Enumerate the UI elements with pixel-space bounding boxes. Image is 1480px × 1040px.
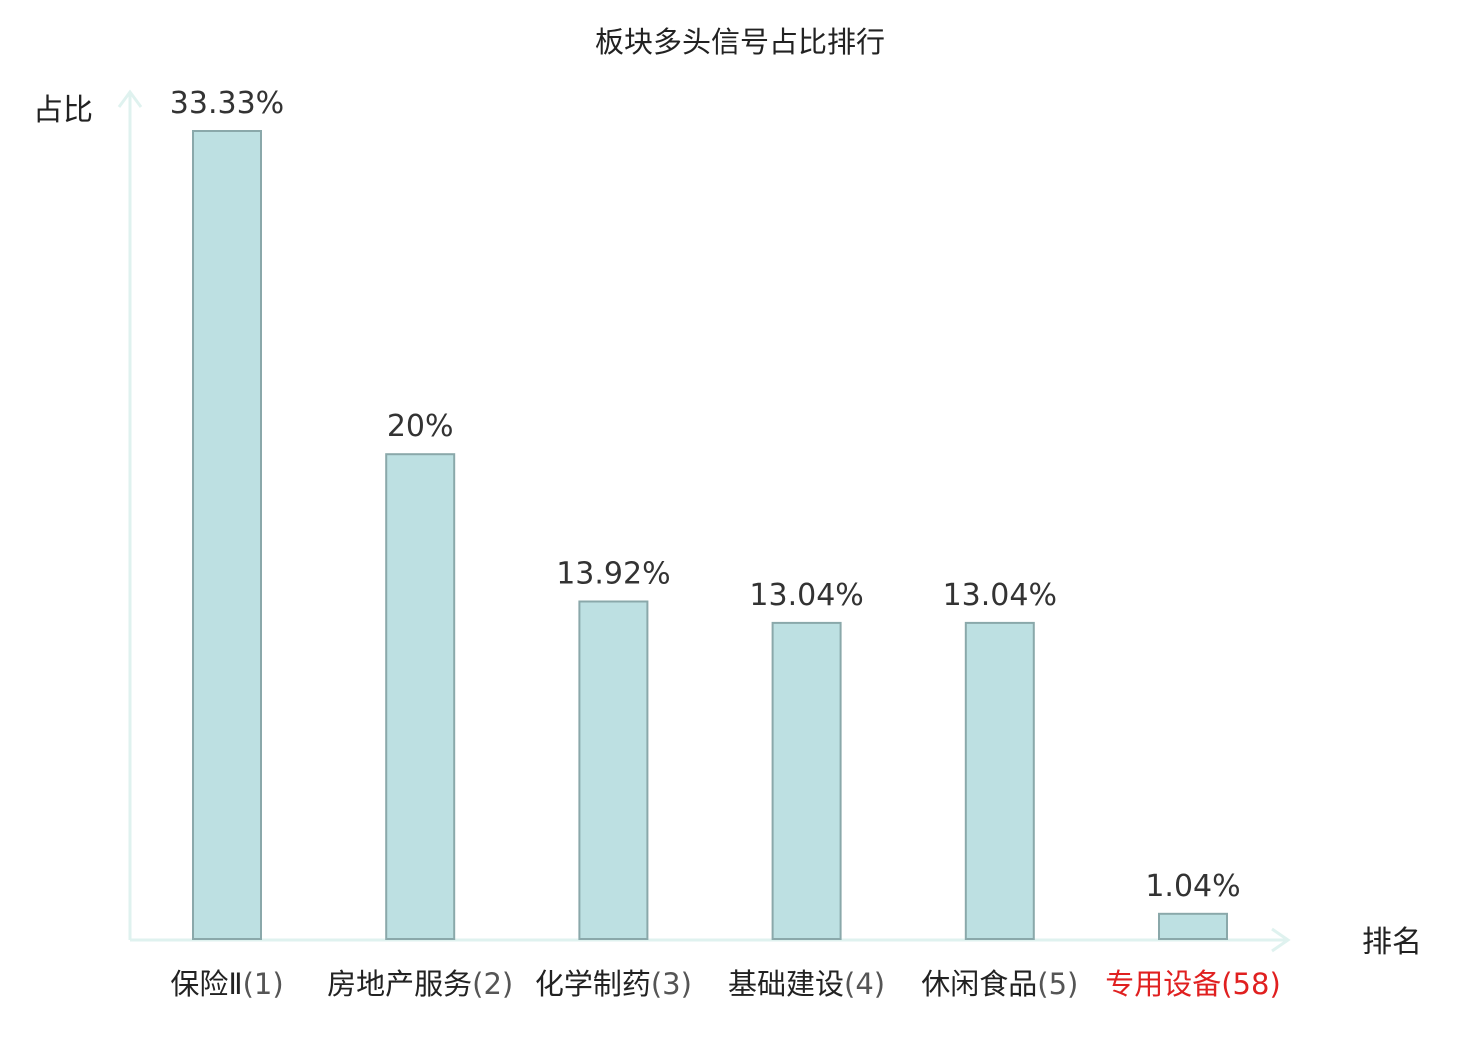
bars-group (192, 130, 1228, 941)
value-label-3: 13.92% (556, 557, 670, 592)
x-axis-label: 排名 (1362, 925, 1422, 960)
bar-6 (1158, 912, 1228, 940)
bar-3 (578, 600, 649, 940)
category-label-4: 基础建设(4) (728, 967, 885, 1001)
category-label-3: 化学制药(3) (535, 967, 692, 1001)
value-label-5: 13.04% (943, 578, 1057, 613)
value-label-4: 13.04% (749, 578, 863, 613)
value-label-1: 33.33% (170, 86, 284, 121)
category-label-6: 专用设备(58) (1105, 967, 1281, 1001)
bar-1 (192, 130, 262, 940)
y-axis (117, 89, 143, 940)
category-label-2: 房地产服务(2) (327, 967, 513, 1001)
y-axis-label: 占比 (33, 93, 93, 128)
category-labels-group: 保险Ⅱ(1) 房地产服务(2) 化学制药(3) 基础建设(4) 休闲食品(5) 专用设备(… (170, 967, 1280, 1001)
value-label-2: 20% (387, 409, 454, 444)
category-label-1: 保险Ⅱ(1) (170, 967, 283, 1001)
value-label-6: 1.04% (1145, 869, 1240, 904)
bar-5 (964, 621, 1035, 941)
chart-title: 板块多头信号占比排行 (595, 25, 885, 59)
x-axis (130, 927, 1291, 953)
category-label-5: 休闲食品(5) (921, 967, 1078, 1001)
bar-2 (385, 453, 456, 940)
value-labels-group: 33.33% 20% 13.92% 13.04% 13.04% 1.04% (170, 86, 1241, 904)
bar-4 (771, 621, 842, 941)
